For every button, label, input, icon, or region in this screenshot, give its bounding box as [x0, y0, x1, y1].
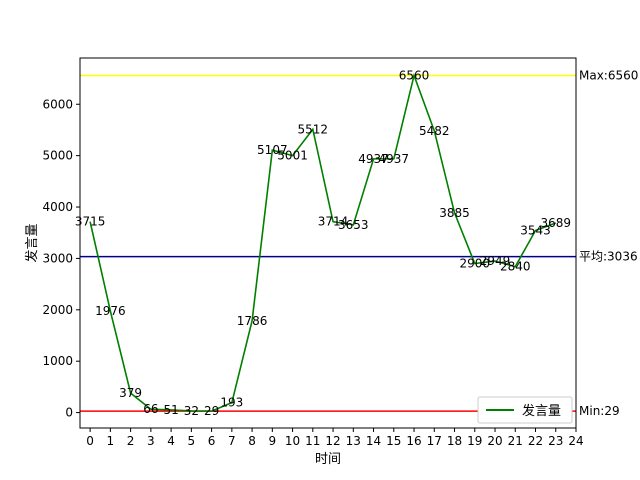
data-label: 2840	[500, 260, 531, 274]
data-label: 51	[163, 403, 178, 417]
x-tick-label: 12	[325, 434, 340, 448]
data-label: 193	[220, 396, 243, 410]
data-label: 5482	[419, 124, 450, 138]
x-tick-label: 23	[548, 434, 563, 448]
reference-line-label: 平均:3036	[579, 250, 638, 264]
data-label: 1976	[95, 304, 126, 318]
series-layer	[89, 72, 557, 412]
y-tick-label: 6000	[42, 97, 73, 111]
x-tick-label: 15	[386, 434, 401, 448]
reference-labels: Max:6560 平均:3036 Min:29	[579, 68, 638, 418]
y-tick-label: 2000	[42, 303, 73, 317]
x-tick-label: 20	[487, 434, 502, 448]
x-tick-label: 21	[508, 434, 523, 448]
x-axis-label: 时间	[315, 452, 341, 467]
x-tick-label: 6	[208, 434, 216, 448]
x-tick-label: 0	[86, 434, 94, 448]
data-label: 66	[143, 402, 158, 416]
x-tick-label: 2	[127, 434, 135, 448]
x-tick-label: 9	[269, 434, 277, 448]
x-tick-label: 13	[346, 434, 361, 448]
data-label: 3689	[540, 216, 571, 230]
legend-entry-label: 发言量	[522, 403, 561, 419]
x-tick-label: 5	[188, 434, 196, 448]
y-tick-label: 5000	[42, 149, 73, 163]
data-label: 5001	[277, 149, 308, 163]
y-axis-label: 发言量	[24, 223, 40, 262]
data-label: 379	[119, 386, 142, 400]
data-label: 2949	[480, 254, 511, 268]
data-label: 4937	[358, 152, 389, 166]
x-tick-label: 4	[167, 434, 175, 448]
data-label: 3714	[318, 215, 349, 229]
data-label: 1786	[237, 314, 268, 328]
data-label: 3653	[338, 218, 369, 232]
data-label: 5512	[298, 122, 329, 136]
x-tick-label: 18	[447, 434, 462, 448]
data-label: 6560	[399, 68, 430, 82]
x-tick-label: 3	[147, 434, 155, 448]
plot-frame	[79, 57, 577, 429]
data-label: 3885	[439, 206, 470, 220]
x-tick-label: 8	[248, 434, 256, 448]
legend: 发言量	[477, 396, 573, 424]
data-label: 4937	[379, 152, 410, 166]
legend-box	[477, 396, 573, 424]
y-tick-label: 3000	[42, 251, 73, 265]
x-tick-label: 1	[107, 434, 115, 448]
x-tick-label: 10	[285, 434, 300, 448]
x-tick-label: 7	[228, 434, 236, 448]
x-tick-label: 19	[467, 434, 482, 448]
x-tick-label: 22	[528, 434, 543, 448]
x-axis-ticks: 0 1 2 3 4 5 6 7 8 9 10 11 12 13 14 15 16 17 18 19 20 21 22 23 24	[86, 428, 584, 448]
data-label: 29	[204, 404, 219, 418]
y-tick-label: 4000	[42, 200, 73, 214]
x-tick-label: 17	[427, 434, 442, 448]
x-tick-label: 16	[406, 434, 421, 448]
reference-line-label: Max:6560	[579, 68, 638, 82]
y-axis-ticks: 0 1000 2000 3000 4000 5000 6000	[42, 97, 80, 420]
reference-line-label: Min:29	[579, 404, 620, 418]
data-label: 32	[184, 404, 199, 418]
x-tick-label: 24	[568, 434, 583, 448]
series-line	[89, 72, 557, 412]
data-label: 5107	[257, 143, 288, 157]
y-tick-label: 0	[65, 406, 73, 420]
data-label: 3715	[75, 215, 106, 229]
x-tick-label: 11	[305, 434, 320, 448]
y-tick-label: 1000	[42, 354, 73, 368]
data-label: 2900	[460, 257, 491, 271]
data-label: 3543	[520, 224, 551, 238]
x-tick-label: 14	[366, 434, 381, 448]
